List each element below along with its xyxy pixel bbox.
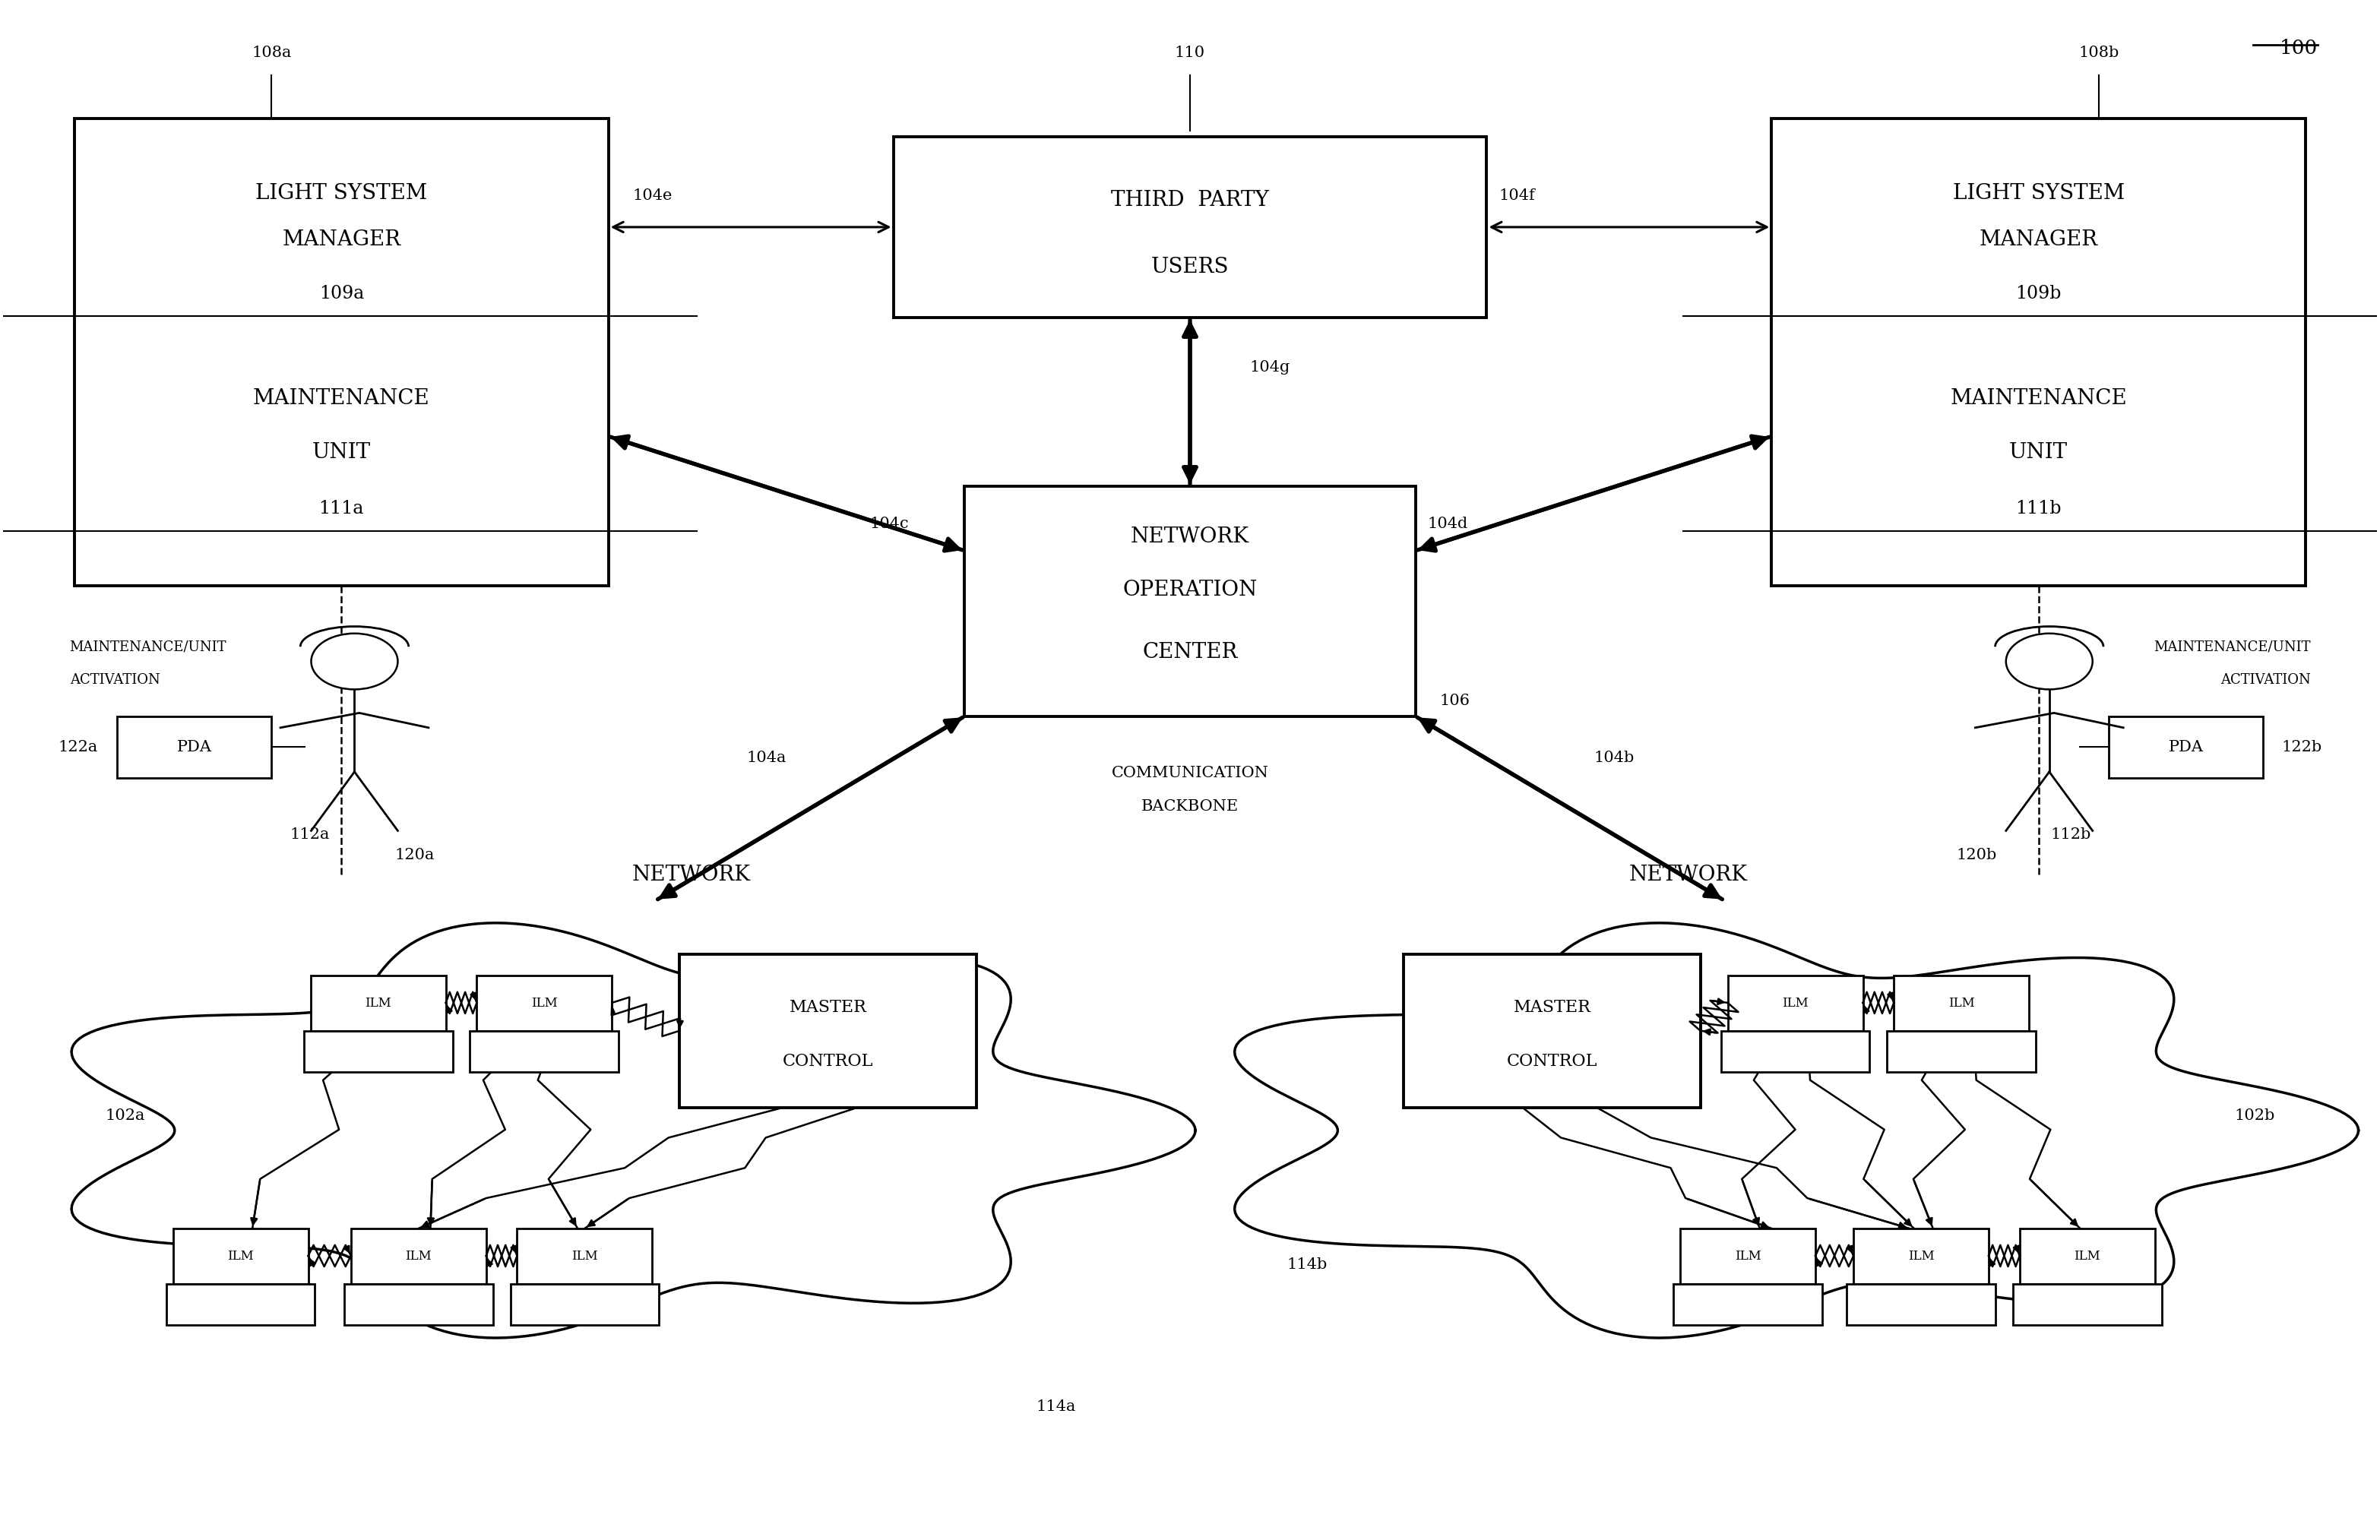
FancyBboxPatch shape xyxy=(2109,716,2263,778)
Circle shape xyxy=(2006,633,2092,690)
Text: 109b: 109b xyxy=(2016,285,2061,302)
Text: NETWORK: NETWORK xyxy=(1130,527,1250,547)
Text: LIGHT SYSTEM: LIGHT SYSTEM xyxy=(1952,183,2125,203)
Text: 104c: 104c xyxy=(869,516,909,531)
FancyBboxPatch shape xyxy=(964,487,1416,716)
Text: CONTROL: CONTROL xyxy=(1507,1053,1597,1070)
Text: MAINTENANCE/UNIT: MAINTENANCE/UNIT xyxy=(2154,639,2311,653)
FancyBboxPatch shape xyxy=(117,716,271,778)
FancyBboxPatch shape xyxy=(1771,119,2306,585)
Text: CENTER: CENTER xyxy=(1142,642,1238,662)
Text: 106: 106 xyxy=(1440,693,1468,708)
Text: MAINTENANCE: MAINTENANCE xyxy=(252,388,431,410)
Text: 114a: 114a xyxy=(1035,1400,1076,1414)
Text: 104d: 104d xyxy=(1428,516,1468,531)
Text: MANAGER: MANAGER xyxy=(283,229,400,249)
FancyBboxPatch shape xyxy=(516,1229,652,1284)
FancyBboxPatch shape xyxy=(74,119,609,585)
Text: BACKBONE: BACKBONE xyxy=(1142,799,1238,815)
FancyBboxPatch shape xyxy=(1894,975,2030,1030)
Text: OPERATION: OPERATION xyxy=(1123,579,1257,601)
FancyBboxPatch shape xyxy=(1404,955,1699,1107)
FancyBboxPatch shape xyxy=(2013,1284,2161,1326)
Text: ILM: ILM xyxy=(2073,1249,2102,1263)
Text: THIRD  PARTY: THIRD PARTY xyxy=(1111,189,1269,209)
FancyBboxPatch shape xyxy=(350,1229,486,1284)
Text: 104b: 104b xyxy=(1595,752,1635,765)
Text: NETWORK: NETWORK xyxy=(633,864,750,885)
Text: ILM: ILM xyxy=(364,996,390,1010)
Text: 102b: 102b xyxy=(2235,1109,2275,1123)
Text: ILM: ILM xyxy=(571,1249,597,1263)
Text: 111b: 111b xyxy=(2016,500,2061,517)
FancyBboxPatch shape xyxy=(1847,1284,1994,1326)
Text: 104g: 104g xyxy=(1250,360,1290,374)
FancyBboxPatch shape xyxy=(509,1284,659,1326)
FancyBboxPatch shape xyxy=(476,975,612,1030)
Text: UNIT: UNIT xyxy=(312,442,371,464)
Text: 120a: 120a xyxy=(395,847,436,862)
Text: MANAGER: MANAGER xyxy=(1980,229,2097,249)
Text: MASTER: MASTER xyxy=(790,999,866,1016)
Text: ILM: ILM xyxy=(1949,996,1975,1010)
Text: 120b: 120b xyxy=(1956,847,1997,862)
Text: 104e: 104e xyxy=(633,188,671,203)
FancyBboxPatch shape xyxy=(174,1229,307,1284)
Text: ILM: ILM xyxy=(405,1249,431,1263)
Text: COMMUNICATION: COMMUNICATION xyxy=(1111,765,1269,781)
Text: 110: 110 xyxy=(1176,46,1204,60)
Text: UNIT: UNIT xyxy=(2009,442,2068,464)
Text: 112a: 112a xyxy=(290,827,328,842)
Text: 104a: 104a xyxy=(747,752,785,765)
Text: ILM: ILM xyxy=(1735,1249,1761,1263)
FancyBboxPatch shape xyxy=(345,1284,493,1326)
Text: ILM: ILM xyxy=(1783,996,1809,1010)
Text: ILM: ILM xyxy=(531,996,557,1010)
Text: PDA: PDA xyxy=(176,739,212,755)
Text: 112b: 112b xyxy=(2052,827,2092,842)
FancyBboxPatch shape xyxy=(469,1030,619,1072)
Text: ACTIVATION: ACTIVATION xyxy=(2221,673,2311,687)
Text: USERS: USERS xyxy=(1152,257,1228,277)
FancyBboxPatch shape xyxy=(2021,1229,2154,1284)
Text: 111a: 111a xyxy=(319,500,364,517)
Text: MASTER: MASTER xyxy=(1514,999,1590,1016)
Text: CONTROL: CONTROL xyxy=(783,1053,873,1070)
Text: 114b: 114b xyxy=(1288,1257,1328,1272)
Text: MAINTENANCE: MAINTENANCE xyxy=(1949,388,2128,410)
Text: ILM: ILM xyxy=(1909,1249,1935,1263)
Text: 108a: 108a xyxy=(252,46,290,60)
Text: 122b: 122b xyxy=(2282,739,2323,755)
Text: 109a: 109a xyxy=(319,285,364,302)
Text: 104f: 104f xyxy=(1499,188,1535,203)
Circle shape xyxy=(312,633,397,690)
FancyBboxPatch shape xyxy=(681,955,976,1107)
FancyBboxPatch shape xyxy=(1673,1284,1823,1326)
Text: 102a: 102a xyxy=(105,1109,145,1123)
Text: 122a: 122a xyxy=(60,739,98,755)
Text: ACTIVATION: ACTIVATION xyxy=(69,673,159,687)
Text: PDA: PDA xyxy=(2168,739,2204,755)
FancyBboxPatch shape xyxy=(1887,1030,2035,1072)
Text: 108b: 108b xyxy=(2078,46,2118,60)
Text: ILM: ILM xyxy=(228,1249,255,1263)
FancyBboxPatch shape xyxy=(305,1030,452,1072)
FancyBboxPatch shape xyxy=(167,1284,314,1326)
Text: MAINTENANCE/UNIT: MAINTENANCE/UNIT xyxy=(69,639,226,653)
FancyBboxPatch shape xyxy=(309,975,445,1030)
FancyBboxPatch shape xyxy=(1854,1229,1990,1284)
Text: NETWORK: NETWORK xyxy=(1630,864,1747,885)
FancyBboxPatch shape xyxy=(892,137,1488,317)
FancyBboxPatch shape xyxy=(1721,1030,1871,1072)
Text: LIGHT SYSTEM: LIGHT SYSTEM xyxy=(255,183,428,203)
Text: 100: 100 xyxy=(2280,38,2318,57)
FancyBboxPatch shape xyxy=(1680,1229,1816,1284)
FancyBboxPatch shape xyxy=(1728,975,1864,1030)
